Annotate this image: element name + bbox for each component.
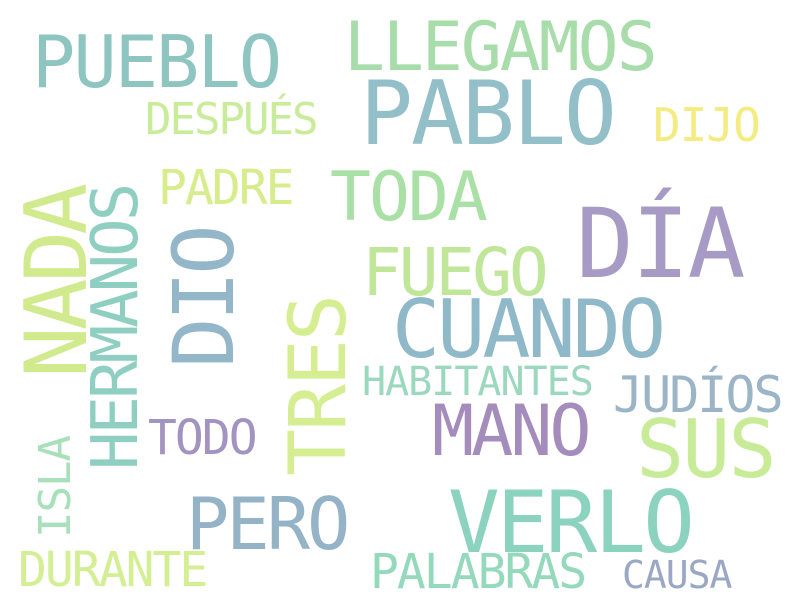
word-mano: MANO (432, 390, 592, 472)
word-todo: TODO (148, 410, 258, 466)
word-despues: DESPUÉS (145, 94, 318, 145)
word-pueblo: PUEBLO (32, 20, 282, 104)
word-hermanos: HERMANOS (79, 185, 153, 470)
word-dijo: DIJO (653, 98, 761, 152)
word-sus: SUS (636, 403, 776, 496)
word-llegamos: LLEGAMOS (344, 8, 658, 87)
word-isla: ISLA (30, 436, 81, 538)
word-judios: JUDÍOS (613, 366, 784, 424)
word-causa: CAUSA (622, 553, 732, 597)
word-pablo: PABLO (360, 62, 617, 165)
word-durante: DURANTE (18, 542, 208, 598)
word-palabras: PALABRAS (370, 544, 587, 600)
word-fuego: FUEGO (362, 234, 549, 311)
word-dio: DIO (155, 228, 253, 368)
word-verlo: VERLO (448, 473, 695, 573)
word-habitantes: HABITANTES (362, 359, 594, 405)
word-cuando: CUANDO (392, 283, 666, 376)
word-tres: TRES (274, 296, 364, 476)
word-pero: PERO (186, 482, 350, 566)
word-padre: PADRE (158, 160, 294, 216)
word-dia: DÍA (576, 188, 745, 300)
word-toda: TODA (330, 158, 488, 237)
